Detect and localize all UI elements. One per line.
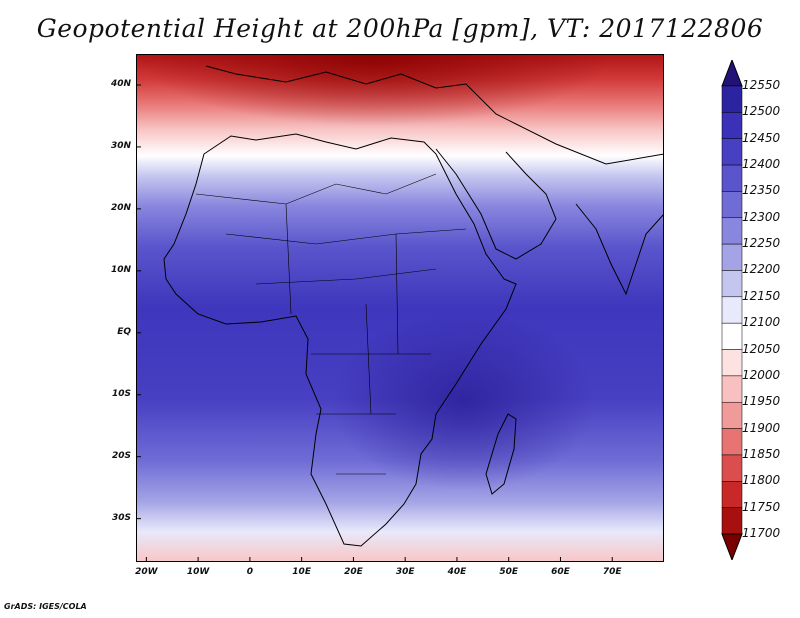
colorbar-level-label: 12150 (742, 288, 781, 303)
colorbar-level-label: 11900 (742, 420, 781, 435)
tick-marks (136, 84, 613, 562)
coastline-arabia (435, 148, 557, 260)
colorbar-level-label: 12450 (742, 130, 781, 145)
colorbar-box (721, 243, 743, 271)
colorbar-level-label: 11950 (742, 394, 781, 409)
colorbar-level-label: 11800 (742, 473, 781, 488)
lon-tick-label: 50E (499, 567, 519, 577)
lon-tick-label: 10W (186, 567, 210, 577)
grads-credit: GrADS: IGES/COLA (4, 602, 87, 611)
lat-tick-label: 10N (110, 264, 131, 275)
colorbar-level-label: 12350 (742, 183, 781, 198)
map-border (136, 54, 664, 562)
trough-core (136, 204, 664, 562)
lon-tick-label: 40E (447, 567, 467, 577)
colorbar-level-label: 11750 (742, 499, 781, 514)
country-borders (195, 173, 467, 475)
colorbar-top-arrow (721, 60, 743, 87)
coastline-india (575, 203, 664, 296)
coastline-africa (163, 133, 517, 547)
ridge-core (136, 54, 664, 214)
colorbar-level-label: 12250 (742, 236, 781, 251)
colorbar-box (721, 164, 743, 192)
lon-tick-label: 70E (602, 567, 622, 577)
colorbar-level-label: 12000 (742, 367, 781, 382)
lon-tick-label: 20E (344, 567, 363, 577)
colorbar-level-label: 12300 (742, 209, 781, 224)
colorbar-level-label: 12050 (742, 341, 781, 356)
colorbar-box (721, 428, 743, 456)
colorbar-box (721, 507, 743, 535)
lon-tick-label: 0 (246, 567, 253, 577)
lat-tick-label: 20N (110, 202, 131, 213)
colorbar-box (721, 349, 743, 377)
colorbar-box (721, 322, 743, 350)
lat-tick-label: 30N (110, 140, 131, 151)
lon-tick-label: 10E (292, 567, 311, 577)
colorbar-level-label: 12550 (742, 78, 781, 92)
lat-tick-label: 40N (110, 78, 131, 89)
lat-tick-label: 20S (111, 450, 131, 461)
colorbar-box (721, 217, 743, 245)
colorbar-box (721, 454, 743, 482)
coastline-europe (205, 65, 664, 165)
lat-tick-label: 30S (111, 512, 131, 523)
colorbar-level-label: 12500 (742, 104, 781, 119)
colorbar-box (721, 401, 743, 429)
map-plot (136, 54, 664, 562)
colorbar-level-label: 12400 (742, 157, 781, 172)
colorbar (721, 60, 743, 560)
coastline-madagascar (485, 413, 517, 495)
lat-tick-label: EQ (117, 326, 131, 337)
colorbar-box (721, 112, 743, 139)
lon-tick-label: 30E (395, 567, 415, 577)
colorbar-box (721, 481, 743, 508)
colorbar-level-label: 12200 (742, 262, 781, 277)
lon-tick-label: 20W (135, 567, 158, 577)
colorbar-box (721, 270, 743, 298)
colorbar-bottom-arrow (721, 533, 743, 560)
colorbar-level-label: 12100 (742, 315, 781, 330)
colorbar-box (721, 296, 743, 324)
lat-tick-label: 10S (111, 388, 131, 399)
lon-tick-label: 60E (551, 567, 570, 577)
colorbar-box (721, 375, 743, 403)
colorbar-box (721, 191, 743, 219)
colorbar-boxes (721, 60, 743, 560)
map-title: Geopotential Height at 200hPa [gpm], VT:… (36, 14, 764, 43)
colorbar-level-label: 11850 (742, 446, 781, 461)
colorbar-box (721, 85, 743, 113)
colorbar-level-label: 11700 (742, 526, 781, 540)
colorbar-box (721, 138, 743, 166)
